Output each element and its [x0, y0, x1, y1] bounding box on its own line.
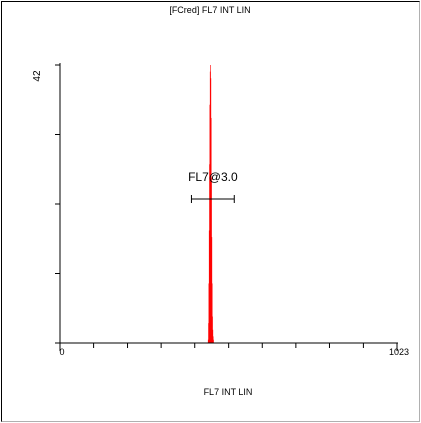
histogram-bar [209, 164, 210, 343]
histogram-bar [210, 117, 212, 343]
histogram-bar [210, 78, 212, 343]
histogram-bar [208, 283, 210, 343]
tick-labels: 0 1023 42 [32, 70, 409, 357]
histogram-bar [208, 230, 210, 343]
histogram-bar [213, 339, 214, 343]
y-tick-label: 42 [32, 70, 43, 82]
axes [59, 63, 398, 344]
x-axis-label: FL7 INT LIN [204, 387, 253, 397]
gate-region[interactable]: FL7@3.0 [188, 170, 238, 203]
x-tick-label: 0 [59, 347, 64, 357]
histogram-bar [208, 323, 209, 343]
histogram-bar [211, 283, 213, 343]
histogram-bar [212, 336, 214, 343]
gate-label: FL7@3.0 [188, 170, 238, 184]
histogram-bar [207, 339, 209, 343]
histogram-bar [209, 71, 211, 343]
histogram-bar [210, 65, 211, 343]
histogram-bar [209, 104, 211, 343]
histogram-bar [212, 329, 214, 343]
histogram-bar [211, 237, 213, 343]
tick-marks [55, 64, 398, 351]
histogram-bar [212, 316, 213, 343]
histogram-bar [211, 177, 212, 343]
histogram-bars [207, 65, 214, 343]
chart-title: [FCred] FL7 INT LIN [169, 5, 250, 15]
x-tick-label: 1023 [389, 347, 409, 357]
